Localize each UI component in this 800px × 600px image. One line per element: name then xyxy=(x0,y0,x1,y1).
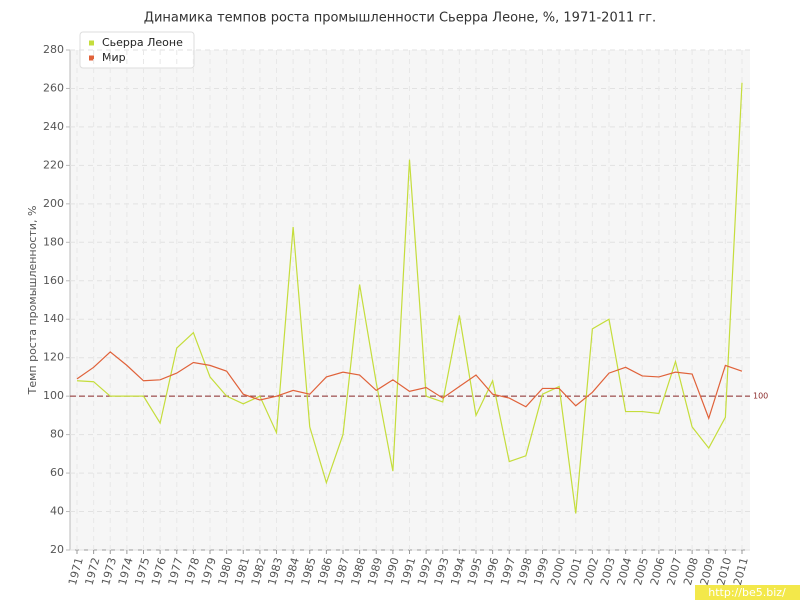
y-tick-label: 280 xyxy=(43,43,64,56)
y-tick-label: 140 xyxy=(43,312,64,325)
y-tick-label: 200 xyxy=(43,197,64,210)
y-tick-label: 100 xyxy=(43,389,64,402)
legend-label: Сьерра Леоне xyxy=(102,36,183,49)
legend-swatch xyxy=(89,55,94,61)
chart-title: Динамика темпов роста промышленности Сье… xyxy=(144,11,656,26)
y-tick-label: 260 xyxy=(43,81,64,94)
legend-swatch xyxy=(89,40,94,46)
y-tick-label: 240 xyxy=(43,120,64,133)
series-line xyxy=(76,351,743,421)
y-axis-label: Темп роста промышленности, % xyxy=(26,206,39,396)
y-tick-label: 20 xyxy=(50,543,64,556)
watermark-bg xyxy=(695,585,800,600)
y-tick-label: 80 xyxy=(50,428,64,441)
x-tick-label: 2011 xyxy=(731,556,751,586)
y-tick-label: 180 xyxy=(43,235,64,248)
y-tick-label: 220 xyxy=(43,158,64,171)
y-tick-label: 120 xyxy=(43,351,64,364)
reference-label: 100 xyxy=(753,392,768,401)
y-tick-label: 60 xyxy=(50,466,64,479)
legend-label: Мир xyxy=(102,51,126,64)
watermark: http://be5.biz/ xyxy=(708,586,786,599)
series-line xyxy=(76,82,743,514)
y-tick-label: 160 xyxy=(43,274,64,287)
y-tick-label: 40 xyxy=(50,505,64,518)
